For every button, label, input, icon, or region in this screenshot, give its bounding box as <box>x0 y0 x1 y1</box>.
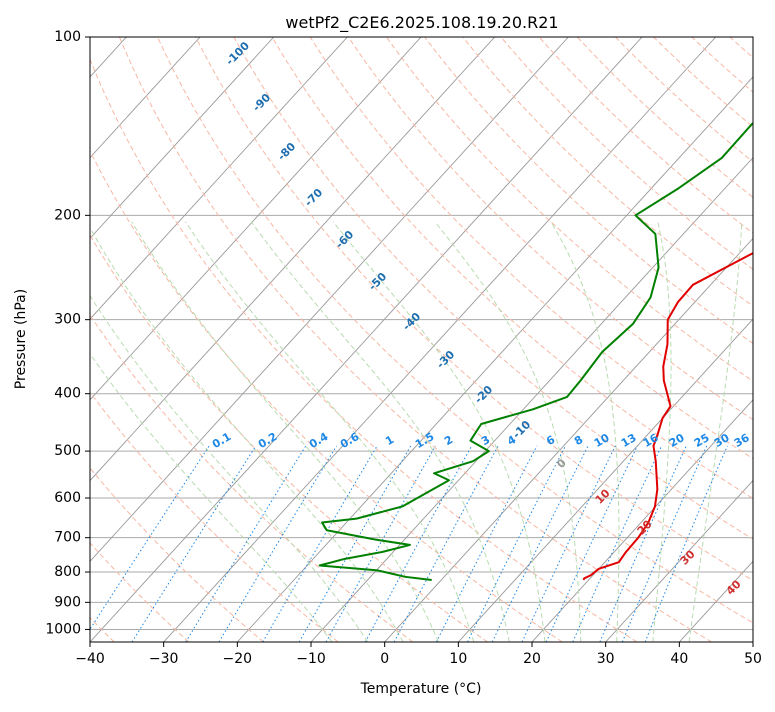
mixing-ratio-line <box>491 445 589 642</box>
dry-adiabat-line <box>347 37 753 421</box>
moist-adiabat-line <box>90 226 404 642</box>
mixing-ratio-line <box>185 445 307 642</box>
y-tick-label: 500 <box>54 443 81 459</box>
isotherm-line <box>90 37 275 240</box>
x-tick-label: −10 <box>296 651 326 667</box>
moist-adiabat-line <box>90 294 369 642</box>
dry-adiabat-line <box>614 37 753 163</box>
y-tick-label: 900 <box>54 594 81 610</box>
mixing-ratio-line <box>467 445 566 642</box>
background-lines <box>90 37 753 642</box>
moist-adiabat-line <box>332 221 546 642</box>
isotherm-line <box>384 237 753 642</box>
profile-lines <box>318 122 753 581</box>
plot-frame <box>89 36 754 643</box>
y-axis-label: Pressure (hPa) <box>13 289 29 389</box>
x-tick-label: 0 <box>380 651 389 667</box>
x-tick-label: −20 <box>223 651 253 667</box>
axes: −40 −30 −20 −10 0 10 20 30 40 50 100 200 300 400 500 60… <box>45 29 762 667</box>
dry-adiabat-line <box>538 37 753 234</box>
mixing-ratio-line <box>325 445 436 642</box>
mixing-ratio-line <box>218 445 337 642</box>
dry-adiabat-line <box>90 391 339 642</box>
dry-adiabat-line <box>233 37 753 540</box>
dry-adiabat-line <box>90 314 414 642</box>
temperature-profile-line <box>582 251 753 581</box>
isotherm-line <box>237 76 753 642</box>
isotherm-line <box>163 37 717 642</box>
dry-adiabat-line <box>118 37 712 642</box>
mixing-ratio-line <box>131 445 257 642</box>
y-tick-label: 600 <box>54 490 81 506</box>
y-tick-label: 300 <box>54 312 81 328</box>
dry-adiabat-line <box>90 234 488 642</box>
x-tick-label: 40 <box>670 651 688 667</box>
dry-adiabat-line <box>424 37 753 344</box>
chart-title: wetPf2_C2E6.2025.108.19.20.R21 <box>285 13 558 33</box>
mixing-ratio-line <box>262 445 378 642</box>
y-tick-label: 200 <box>54 207 81 223</box>
dry-adiabat-line <box>157 37 753 624</box>
y-tick-label: 800 <box>54 564 81 580</box>
x-tick-label: 30 <box>597 651 615 667</box>
mixing-ratio-line <box>599 445 687 642</box>
dry-adiabat-line <box>500 37 753 270</box>
x-tick-label: −40 <box>75 651 105 667</box>
isotherm-line <box>90 37 422 401</box>
dry-adiabat-line <box>271 37 753 500</box>
x-tick-label: 50 <box>744 651 762 667</box>
isotherm-line <box>90 37 569 562</box>
moist-adiabat-line <box>434 221 582 642</box>
moist-adiabat-line <box>652 221 672 642</box>
isotherm-line <box>458 318 753 642</box>
x-tick-label: −30 <box>149 651 179 667</box>
moist-adiabat-line <box>185 221 475 642</box>
isotherm-line <box>90 37 643 642</box>
isotherm-line <box>605 479 753 642</box>
moist-adiabat-line <box>550 221 620 642</box>
dry-adiabat-line <box>309 37 753 460</box>
mixing-ratio-line <box>621 445 708 642</box>
dewpoint-profile-line <box>318 122 753 581</box>
isotherm-line <box>531 399 753 642</box>
mixing-ratio-line <box>435 445 538 642</box>
isotherm-line <box>90 37 348 320</box>
x-tick-label: 20 <box>523 651 541 667</box>
moist-adiabat-line <box>131 221 439 642</box>
mixing-ratio-line <box>90 445 210 631</box>
y-tick-label: 100 <box>54 29 81 45</box>
dry-adiabat-line <box>576 37 753 198</box>
x-axis-label: Temperature (°C) <box>360 681 482 697</box>
isotherm-line <box>90 37 496 482</box>
y-tick-label: 1000 <box>45 621 81 637</box>
dry-adiabat-line <box>385 37 753 382</box>
moist-adiabat-line <box>250 221 510 642</box>
y-tick-label: 700 <box>54 530 81 546</box>
x-tick-label: 10 <box>449 651 467 667</box>
dry-adiabat-line <box>195 37 753 582</box>
moist-adiabat-line <box>688 221 743 642</box>
y-tick-label: 400 <box>54 386 81 402</box>
isotherm-line <box>90 37 201 159</box>
